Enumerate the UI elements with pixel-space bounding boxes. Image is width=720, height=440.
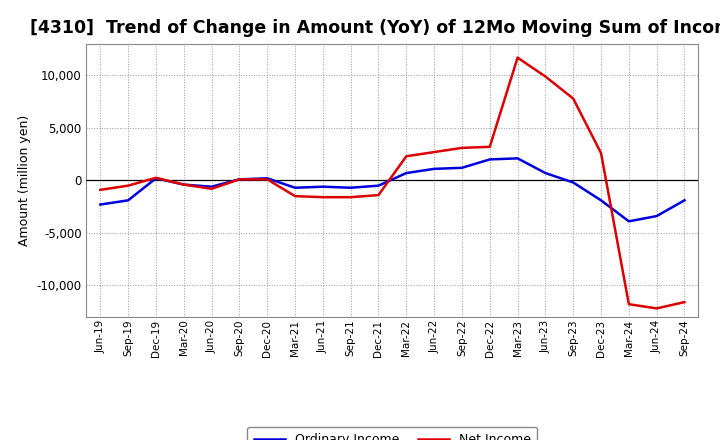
Net Income	[124, 183, 132, 188]
Net Income	[430, 150, 438, 155]
Line: Ordinary Income: Ordinary Income	[100, 158, 685, 221]
Ordinary Income	[430, 166, 438, 172]
Ordinary Income	[513, 156, 522, 161]
Ordinary Income	[541, 170, 550, 176]
Net Income	[291, 194, 300, 199]
Ordinary Income	[680, 198, 689, 203]
Net Income	[235, 177, 243, 182]
Y-axis label: Amount (million yen): Amount (million yen)	[18, 115, 31, 246]
Net Income	[458, 145, 467, 150]
Net Income	[318, 194, 327, 200]
Ordinary Income	[124, 198, 132, 203]
Ordinary Income	[485, 157, 494, 162]
Ordinary Income	[652, 213, 661, 219]
Ordinary Income	[318, 184, 327, 189]
Net Income	[263, 177, 271, 182]
Net Income	[680, 300, 689, 305]
Net Income	[207, 186, 216, 191]
Ordinary Income	[346, 185, 355, 191]
Net Income	[179, 182, 188, 187]
Net Income	[485, 144, 494, 150]
Ordinary Income	[207, 184, 216, 189]
Net Income	[346, 194, 355, 200]
Ordinary Income	[402, 170, 410, 176]
Ordinary Income	[235, 177, 243, 182]
Line: Net Income: Net Income	[100, 58, 685, 308]
Net Income	[152, 175, 161, 180]
Net Income	[402, 154, 410, 159]
Ordinary Income	[569, 180, 577, 185]
Net Income	[96, 187, 104, 192]
Ordinary Income	[374, 183, 383, 188]
Ordinary Income	[179, 182, 188, 187]
Legend: Ordinary Income, Net Income: Ordinary Income, Net Income	[248, 427, 537, 440]
Ordinary Income	[152, 176, 161, 181]
Net Income	[652, 306, 661, 311]
Ordinary Income	[263, 176, 271, 181]
Net Income	[569, 96, 577, 101]
Ordinary Income	[458, 165, 467, 170]
Net Income	[513, 55, 522, 60]
Ordinary Income	[96, 202, 104, 207]
Net Income	[624, 301, 633, 307]
Title: [4310]  Trend of Change in Amount (YoY) of 12Mo Moving Sum of Incomes: [4310] Trend of Change in Amount (YoY) o…	[30, 19, 720, 37]
Ordinary Income	[624, 219, 633, 224]
Net Income	[597, 150, 606, 156]
Ordinary Income	[597, 198, 606, 203]
Net Income	[374, 192, 383, 198]
Ordinary Income	[291, 185, 300, 191]
Net Income	[541, 74, 550, 79]
